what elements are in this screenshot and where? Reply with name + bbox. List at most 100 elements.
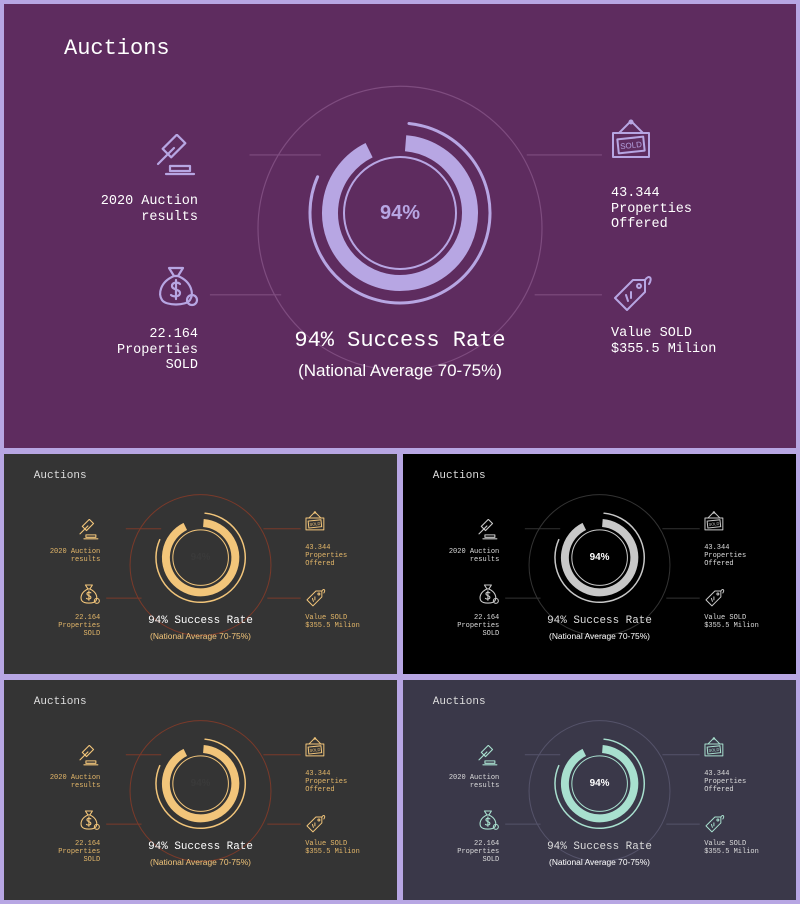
stat-value-sold: Value SOLD $355.5 Milion bbox=[704, 614, 759, 630]
stat-auction-results: 2020 Auction results bbox=[50, 774, 100, 790]
stat-value-sold-line2: $355.5 Milion bbox=[704, 847, 759, 856]
gauge-inner-ring bbox=[571, 755, 628, 812]
success-rate-gauge bbox=[554, 738, 645, 829]
price-tag-icon bbox=[306, 588, 326, 607]
svg-text:SOLD: SOLD bbox=[309, 747, 320, 753]
gauge-percent: 94% bbox=[190, 551, 211, 563]
gauge-inner-ring bbox=[571, 529, 628, 586]
stat-properties-offered-line2: Properties bbox=[704, 552, 747, 561]
national-average-note: (National Average 70-75%) bbox=[549, 631, 650, 642]
stat-properties-sold-line2: Properties bbox=[58, 848, 101, 857]
stat-properties-offered: 43.344 Properties Offered bbox=[704, 770, 746, 794]
stat-properties-sold-line1: 22.164 bbox=[474, 840, 500, 849]
stat-properties-sold: 22.164 Properties SOLD bbox=[58, 614, 100, 638]
stat-value-sold-line1: Value SOLD bbox=[305, 839, 348, 848]
stat-value-sold-line2: $355.5 Milion bbox=[704, 621, 759, 630]
gauge-inner-ring bbox=[343, 155, 457, 270]
slide-black: Auctions 94% 94% Success Rate (National Ave… bbox=[403, 454, 796, 674]
svg-text:SOLD: SOLD bbox=[708, 521, 719, 527]
gauge-percent: 94% bbox=[589, 777, 610, 789]
sold-sign-icon: SOLD bbox=[305, 737, 325, 757]
stat-properties-offered: 43.344 Properties Offered bbox=[704, 544, 746, 568]
stat-auction-results-line2: results bbox=[70, 782, 101, 791]
slide-title: Auctions bbox=[432, 469, 486, 482]
stat-value-sold: Value SOLD $355.5 Milion bbox=[611, 326, 716, 357]
gauge-value-arc bbox=[560, 518, 639, 597]
stat-value-sold-line1: Value SOLD bbox=[704, 613, 747, 622]
slide-charcoal-gold-2: Auctions 94% 94% Success Rate (National Ave… bbox=[4, 680, 397, 900]
stat-properties-sold-line1: 22.164 bbox=[75, 614, 101, 623]
stat-properties-offered: 43.344 Properties Offered bbox=[305, 770, 347, 794]
sold-sign-icon: SOLD bbox=[612, 119, 650, 158]
price-tag-icon bbox=[705, 814, 725, 833]
connector-lines bbox=[209, 85, 602, 371]
sold-sign-icon: SOLD bbox=[704, 511, 724, 531]
stat-properties-sold-line1: 22.164 bbox=[149, 327, 198, 342]
gauge-percent: 94% bbox=[589, 551, 610, 563]
gauge-inner-ring bbox=[172, 755, 229, 812]
stat-properties-offered-line2: Properties bbox=[611, 201, 693, 217]
gauge-percent: 94% bbox=[190, 777, 211, 789]
success-rate-gauge bbox=[308, 121, 492, 305]
stat-properties-offered-line1: 43.344 bbox=[611, 186, 660, 201]
stat-auction-results: 2020 Auction results bbox=[449, 548, 499, 564]
stat-auction-results-line1: 2020 Auction bbox=[448, 548, 500, 557]
national-average-note: (National Average 70-75%) bbox=[298, 361, 502, 381]
gauge-outer-arc bbox=[155, 738, 246, 829]
gauge-inner-ring bbox=[172, 529, 229, 586]
stat-properties-offered-line3: Offered bbox=[704, 786, 734, 795]
money-bag-icon bbox=[80, 584, 101, 604]
stat-value-sold-line1: Value SOLD bbox=[611, 326, 693, 341]
stat-properties-offered-line1: 43.344 bbox=[305, 770, 331, 779]
money-bag-icon bbox=[80, 810, 101, 830]
price-tag-icon bbox=[614, 276, 652, 311]
slide-title: Auctions bbox=[432, 695, 486, 708]
stat-value-sold: Value SOLD $355.5 Milion bbox=[704, 840, 759, 856]
stat-value-sold-line1: Value SOLD bbox=[305, 613, 348, 622]
svg-text:SOLD: SOLD bbox=[620, 140, 643, 151]
stat-auction-results: 2020 Auction results bbox=[101, 194, 198, 225]
stat-properties-sold-line3: SOLD bbox=[83, 630, 101, 639]
stat-auction-results-line2: results bbox=[70, 556, 101, 565]
money-bag-icon bbox=[479, 584, 500, 604]
stat-auction-results: 2020 Auction results bbox=[449, 774, 499, 790]
money-bag-icon bbox=[159, 266, 199, 307]
stat-properties-sold: 22.164 Properties SOLD bbox=[117, 327, 198, 374]
price-tag-icon bbox=[705, 588, 725, 607]
slide-title: Auctions bbox=[33, 469, 87, 482]
gauge-value-arc bbox=[161, 744, 240, 823]
gauge-percent: 94% bbox=[379, 201, 421, 224]
success-rate-gauge bbox=[554, 512, 645, 603]
slide-charcoal-gold: Auctions 94% 94% Success Rate (National Ave… bbox=[4, 454, 397, 674]
gauge-outer-arc bbox=[308, 121, 492, 305]
stat-properties-sold-line2: Properties bbox=[457, 848, 500, 857]
stat-properties-sold-line2: Properties bbox=[116, 342, 198, 358]
money-bag-icon bbox=[479, 810, 500, 830]
gavel-icon bbox=[79, 744, 99, 765]
stat-properties-sold-line3: SOLD bbox=[482, 856, 500, 865]
connector-lines bbox=[106, 720, 301, 863]
stat-properties-sold-line2: Properties bbox=[457, 622, 500, 631]
connector-lines bbox=[505, 494, 700, 637]
national-average-note: (National Average 70-75%) bbox=[549, 857, 650, 868]
gavel-icon bbox=[156, 134, 196, 176]
stat-properties-offered-line1: 43.344 bbox=[305, 544, 331, 553]
stat-auction-results-line1: 2020 Auction bbox=[49, 548, 101, 557]
stat-properties-offered-line2: Properties bbox=[305, 778, 348, 787]
stat-properties-sold: 22.164 Properties SOLD bbox=[457, 614, 499, 638]
slide-title: Auctions bbox=[33, 695, 87, 708]
stat-properties-offered-line3: Offered bbox=[305, 786, 335, 795]
stat-value-sold: Value SOLD $355.5 Milion bbox=[305, 614, 360, 630]
stat-properties-sold-line3: SOLD bbox=[165, 358, 198, 374]
stat-properties-offered-line1: 43.344 bbox=[704, 770, 730, 779]
gauge-value-arc bbox=[161, 518, 240, 597]
svg-text:SOLD: SOLD bbox=[708, 747, 719, 753]
gauge-outer-arc bbox=[554, 738, 645, 829]
stat-properties-sold: 22.164 Properties SOLD bbox=[457, 840, 499, 864]
slide-title: Auctions bbox=[64, 36, 170, 61]
stat-value-sold-line2: $355.5 Milion bbox=[305, 621, 360, 630]
stat-value-sold-line1: Value SOLD bbox=[704, 839, 747, 848]
success-rate-heading: 94% Success Rate bbox=[547, 840, 652, 853]
sold-sign-icon: SOLD bbox=[704, 737, 724, 757]
gauge-value-arc bbox=[322, 134, 478, 291]
